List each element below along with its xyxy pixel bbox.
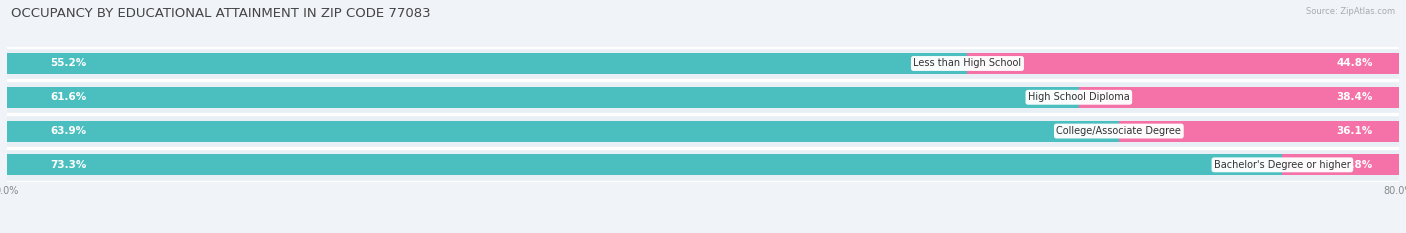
- Text: Source: ZipAtlas.com: Source: ZipAtlas.com: [1306, 7, 1395, 16]
- Bar: [967, 53, 1399, 74]
- Text: OCCUPANCY BY EDUCATIONAL ATTAINMENT IN ZIP CODE 77083: OCCUPANCY BY EDUCATIONAL ATTAINMENT IN Z…: [11, 7, 430, 20]
- Text: High School Diploma: High School Diploma: [1028, 92, 1129, 102]
- Bar: [7, 47, 1399, 80]
- Bar: [7, 53, 967, 74]
- Text: 63.9%: 63.9%: [51, 126, 87, 136]
- Bar: [1282, 154, 1399, 175]
- Text: Less than High School: Less than High School: [914, 58, 1022, 69]
- Bar: [7, 53, 1399, 74]
- Text: 26.8%: 26.8%: [1337, 160, 1372, 170]
- Bar: [7, 80, 1399, 114]
- Bar: [7, 87, 1399, 108]
- Text: 38.4%: 38.4%: [1337, 92, 1372, 102]
- Bar: [7, 154, 1399, 175]
- Bar: [1078, 87, 1399, 108]
- Text: 44.8%: 44.8%: [1336, 58, 1372, 69]
- Bar: [7, 148, 1399, 182]
- Text: 73.3%: 73.3%: [51, 160, 87, 170]
- Text: 55.2%: 55.2%: [51, 58, 87, 69]
- Text: College/Associate Degree: College/Associate Degree: [1056, 126, 1181, 136]
- Text: 61.6%: 61.6%: [51, 92, 87, 102]
- Bar: [7, 114, 1399, 148]
- Text: 36.1%: 36.1%: [1337, 126, 1372, 136]
- Bar: [1119, 121, 1399, 141]
- Bar: [7, 121, 1119, 141]
- Bar: [7, 154, 1282, 175]
- Bar: [7, 87, 1078, 108]
- Bar: [7, 121, 1399, 141]
- Text: Bachelor's Degree or higher: Bachelor's Degree or higher: [1213, 160, 1351, 170]
